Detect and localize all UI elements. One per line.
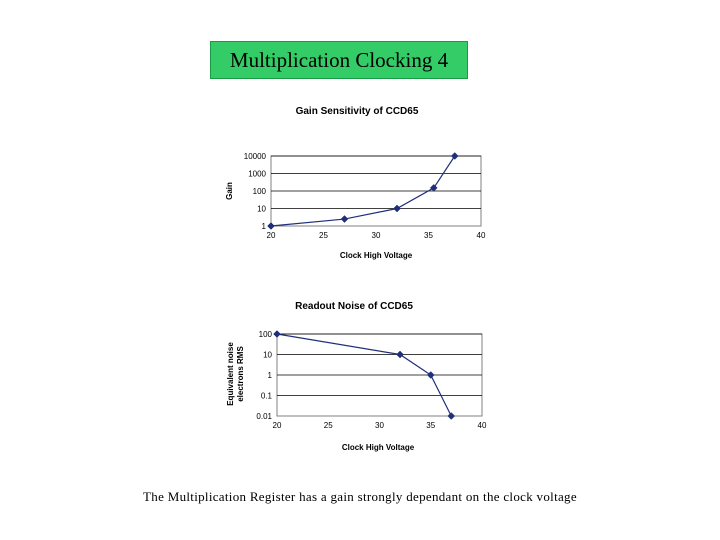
c2-x-tick-label: 20 (273, 421, 282, 430)
c2-x-tick-label: 35 (426, 421, 435, 430)
c1-x-tick-label: 25 (319, 231, 328, 240)
c2-x-tick-label: 25 (324, 421, 333, 430)
c1-x-tick-label: 20 (267, 231, 276, 240)
c1-data-point (450, 152, 459, 160)
chart1-y-axis-label: Gain (225, 182, 234, 200)
chart2-y-axis-label-line1: Equivalent noise (226, 342, 235, 406)
chart1-series (267, 152, 459, 230)
c1-data-point (340, 215, 349, 223)
c2-data-point (447, 412, 456, 420)
chart1-gridlines (271, 155, 481, 209)
c2-y-tick-label: 10 (263, 351, 272, 360)
chart2-y-ticks: 0.01 0.1 1 10 100 (256, 330, 272, 421)
c1-data-point (429, 184, 438, 192)
chart-gain-sensitivity: Gain Sensitivity of CCD65 1 10 100 1000 1000… (225, 106, 486, 260)
c1-x-tick-label: 30 (372, 231, 381, 240)
c1-data-point (393, 204, 401, 213)
c2-data-point (426, 371, 435, 379)
c1-y-tick-label: 10000 (244, 152, 267, 161)
c1-data-point (267, 222, 275, 230)
chart1-x-ticks: 20 25 30 35 40 (267, 231, 486, 240)
c1-x-tick-label: 40 (477, 231, 486, 240)
c1-y-tick-label: 10 (257, 205, 266, 214)
c2-y-tick-label: 0.1 (261, 392, 273, 401)
slide-title: Multiplication Clocking 4 (210, 41, 468, 79)
chart2-y-axis-label-line2: electrons RMS (236, 346, 245, 402)
chart2-x-ticks: 20 25 30 35 40 (273, 421, 487, 430)
chart1-title: Gain Sensitivity of CCD65 (296, 106, 419, 117)
chart2-series (273, 330, 456, 420)
c2-x-tick-label: 40 (478, 421, 487, 430)
chart2-gridlines (277, 333, 482, 396)
chart1-y-ticks: 1 10 100 1000 10000 (244, 152, 267, 231)
c1-x-tick-label: 35 (424, 231, 433, 240)
c2-y-tick-label: 100 (259, 330, 273, 339)
c2-data-point (273, 330, 281, 338)
chart2-x-axis-label: Clock High Voltage (342, 443, 415, 452)
c1-y-tick-label: 1000 (248, 170, 266, 179)
c2-x-tick-label: 30 (375, 421, 384, 430)
slide-caption: The Multiplication Register has a gain s… (143, 489, 577, 504)
chart1-x-axis-label: Clock High Voltage (340, 251, 413, 260)
c1-y-tick-label: 100 (253, 187, 267, 196)
c2-y-tick-label: 1 (268, 371, 273, 380)
c2-y-tick-label: 0.01 (256, 412, 272, 421)
c2-data-point (396, 350, 404, 359)
c1-y-tick-label: 1 (262, 222, 267, 231)
chart2-title: Readout Noise of CCD65 (295, 301, 413, 312)
c2-series-line (276, 333, 452, 417)
